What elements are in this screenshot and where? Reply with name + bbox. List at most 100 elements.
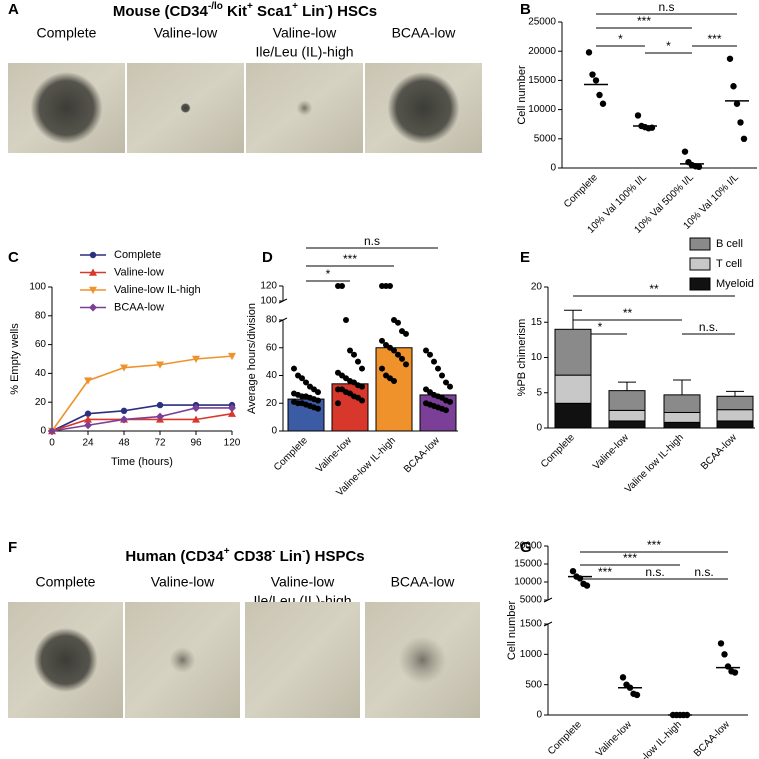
title-part: Lin	[298, 3, 325, 20]
y-tick-label: 10000	[528, 104, 556, 115]
y-tick-label: 20	[266, 398, 278, 409]
bar-segment	[608, 390, 646, 411]
data-point	[726, 55, 734, 62]
panel-label: C	[8, 249, 19, 266]
legend-marker	[89, 251, 97, 259]
colony	[387, 72, 460, 144]
title-part: -	[325, 1, 328, 12]
condition-label: BCAA-low	[391, 574, 456, 590]
significance-label: *	[618, 32, 623, 46]
legend-marker	[89, 286, 97, 294]
y-tick-label: 0	[536, 423, 542, 434]
condition-label: Valine-low	[151, 574, 215, 590]
y-tick-label: 80	[35, 310, 47, 321]
condition-label: BCAA-low	[392, 25, 457, 41]
data-point	[717, 640, 725, 647]
title-part: Human (CD34	[125, 548, 224, 565]
line-marker	[228, 352, 236, 361]
data-point	[431, 358, 437, 365]
line-marker	[120, 407, 128, 415]
data-point	[359, 383, 365, 390]
line-marker	[192, 355, 200, 363]
line-series	[51, 404, 232, 432]
title-part: Sca1	[253, 3, 292, 20]
x-tick-label: BCAA-low	[692, 719, 733, 759]
y-tick-label: 20	[531, 282, 543, 293]
y-tick-label: 80	[266, 315, 278, 326]
panel-label: B	[520, 1, 531, 18]
data-point	[335, 400, 341, 407]
y-axis-label: Average hours/division	[246, 303, 258, 414]
title-part: +	[224, 546, 230, 557]
significance-label: n.s	[658, 0, 674, 14]
x-axis-label: Time (hours)	[111, 456, 173, 468]
figure-title: Mouse (CD34-/lo Kit+ Sca1+ Lin-) HSCs	[113, 1, 377, 20]
x-tick-label: 48	[118, 438, 130, 449]
significance-label: n.s.	[694, 565, 713, 579]
data-point	[391, 378, 397, 385]
x-tick-label: Valine-low	[594, 719, 634, 759]
significance-label: **	[649, 282, 659, 296]
condition-label: Valine-low	[273, 25, 337, 41]
data-point	[347, 347, 353, 354]
colony	[169, 647, 196, 673]
data-point	[423, 347, 429, 354]
panel-label: G	[520, 539, 532, 556]
data-point	[315, 389, 321, 396]
y-tick-label: 10	[531, 352, 543, 363]
line-marker	[192, 403, 200, 412]
line-marker	[192, 415, 200, 423]
micrograph	[245, 602, 360, 718]
data-point	[596, 91, 603, 99]
y-tick-label: 1500	[520, 619, 543, 630]
y-axis-label: Cell number	[516, 65, 528, 125]
title-part: CD38	[230, 548, 273, 565]
condition-label: Valine-low	[154, 25, 218, 41]
y-tick-label: 15000	[514, 559, 542, 570]
significance-label: n.s.	[645, 565, 664, 579]
title-part: ) HSCs	[328, 3, 377, 20]
y-tick-label: 5000	[520, 595, 543, 606]
bar-segment	[716, 420, 754, 429]
data-point	[730, 83, 737, 90]
y-tick-label: 5	[536, 387, 542, 398]
line-marker	[228, 403, 236, 412]
data-point	[585, 49, 593, 56]
legend-marker	[89, 303, 97, 312]
significance-label: ***	[623, 551, 637, 565]
y-tick-label: 0	[40, 426, 46, 437]
bar	[375, 347, 413, 432]
y-tick-label: 120	[260, 281, 277, 292]
significance-label: ***	[707, 32, 721, 46]
data-point	[303, 379, 309, 386]
panel-label: E	[520, 249, 530, 266]
condition-label: Valine-low	[271, 574, 335, 590]
data-point	[447, 383, 453, 390]
y-tick-label: 0	[536, 710, 542, 721]
x-tick-label: 0	[49, 438, 55, 449]
y-tick-label: 5000	[534, 133, 557, 144]
title-part: +	[292, 1, 298, 12]
line-series	[51, 355, 233, 432]
bar-segment	[663, 411, 701, 423]
x-tick-label: Valine low IL-high	[623, 432, 686, 495]
title-part: Mouse (CD34	[113, 3, 209, 20]
data-point	[291, 365, 297, 372]
line-marker	[156, 361, 164, 369]
x-tick-label: Complete	[272, 435, 310, 473]
data-point	[447, 398, 453, 405]
data-point	[403, 361, 409, 368]
title-part: Lin	[275, 548, 302, 565]
data-point	[737, 119, 744, 126]
line-marker	[120, 415, 128, 424]
data-point	[599, 100, 607, 107]
legend-label: Complete	[114, 249, 161, 261]
bar-segment	[554, 402, 592, 429]
significance-label: ***	[637, 14, 651, 28]
line-marker	[48, 427, 56, 435]
significance-label: *	[326, 267, 331, 281]
data-point	[681, 148, 689, 155]
legend-swatch	[689, 257, 711, 271]
y-tick-label: 0	[271, 426, 277, 437]
